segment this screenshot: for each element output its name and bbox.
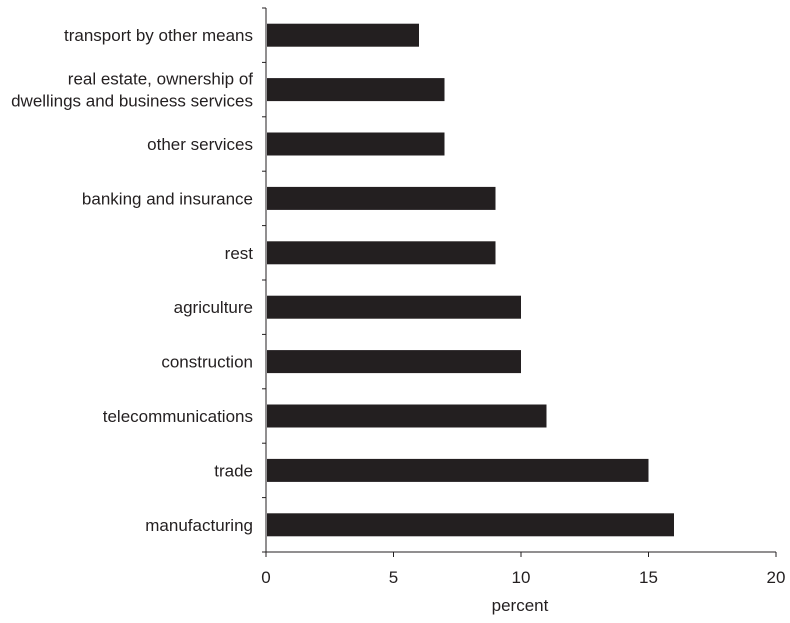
category-label-8: telecommunications (103, 407, 253, 426)
bar-5 (267, 241, 496, 265)
bar-6 (267, 295, 521, 319)
category-label-4: banking and insurance (82, 189, 253, 208)
category-label-5: rest (225, 244, 254, 263)
bar-4 (267, 186, 496, 210)
category-label-6: agriculture (174, 298, 253, 317)
bar-10 (267, 513, 674, 537)
x-tick-label-0: 0 (261, 568, 270, 587)
category-label-1: transport by other means (64, 26, 253, 45)
category-label-3: other services (147, 135, 253, 154)
bar-2 (267, 78, 445, 102)
bar-3 (267, 132, 445, 156)
bars-group (267, 23, 674, 537)
category-label-2: real estate, ownership of dwellings and b… (11, 70, 253, 111)
x-tick-label-5: 5 (389, 568, 398, 587)
category-label-9: trade (214, 461, 253, 480)
x-tick-label-15: 15 (639, 568, 658, 587)
bar-1 (267, 23, 419, 47)
bar-9 (267, 458, 649, 482)
bar-8 (267, 404, 547, 428)
bar-7 (267, 350, 521, 374)
category-labels-group: transport by other means real estate, own… (11, 26, 253, 535)
x-tick-label-10: 10 (512, 568, 531, 587)
category-label-7: construction (161, 353, 253, 372)
x-axis-title: percent (492, 596, 549, 615)
x-tick-label-20: 20 (767, 568, 786, 587)
axes-group: 0 5 10 15 20 (261, 7, 786, 587)
category-label-10: manufacturing (145, 516, 253, 535)
